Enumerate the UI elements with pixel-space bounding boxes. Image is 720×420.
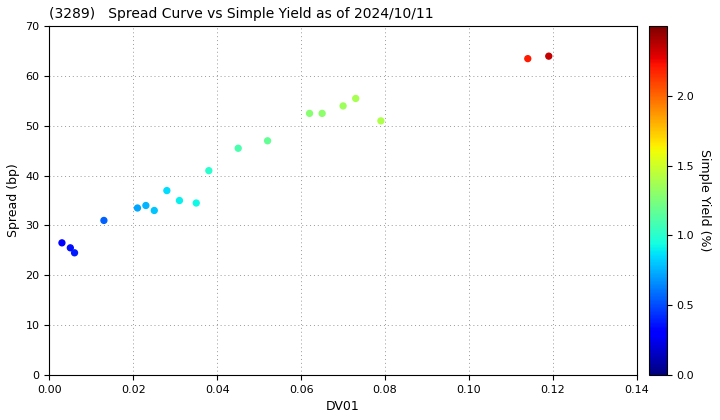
Text: (3289)   Spread Curve vs Simple Yield as of 2024/10/11: (3289) Spread Curve vs Simple Yield as o… xyxy=(50,7,434,21)
Point xyxy=(316,110,328,117)
Point xyxy=(65,244,76,251)
Point xyxy=(148,207,160,214)
Point xyxy=(543,53,554,60)
X-axis label: DV01: DV01 xyxy=(326,400,360,413)
Point xyxy=(522,55,534,62)
Point xyxy=(304,110,315,117)
Point xyxy=(350,95,361,102)
Point xyxy=(338,102,349,109)
Point xyxy=(140,202,152,209)
Point xyxy=(233,145,244,152)
Point xyxy=(56,239,68,246)
Point xyxy=(161,187,173,194)
Point xyxy=(262,137,274,144)
Point xyxy=(375,118,387,124)
Y-axis label: Spread (bp): Spread (bp) xyxy=(7,164,20,237)
Point xyxy=(69,249,81,256)
Point xyxy=(203,167,215,174)
Point xyxy=(174,197,185,204)
Point xyxy=(191,200,202,206)
Point xyxy=(98,217,109,224)
Point xyxy=(132,205,143,211)
Y-axis label: Simple Yield (%): Simple Yield (%) xyxy=(698,150,711,252)
